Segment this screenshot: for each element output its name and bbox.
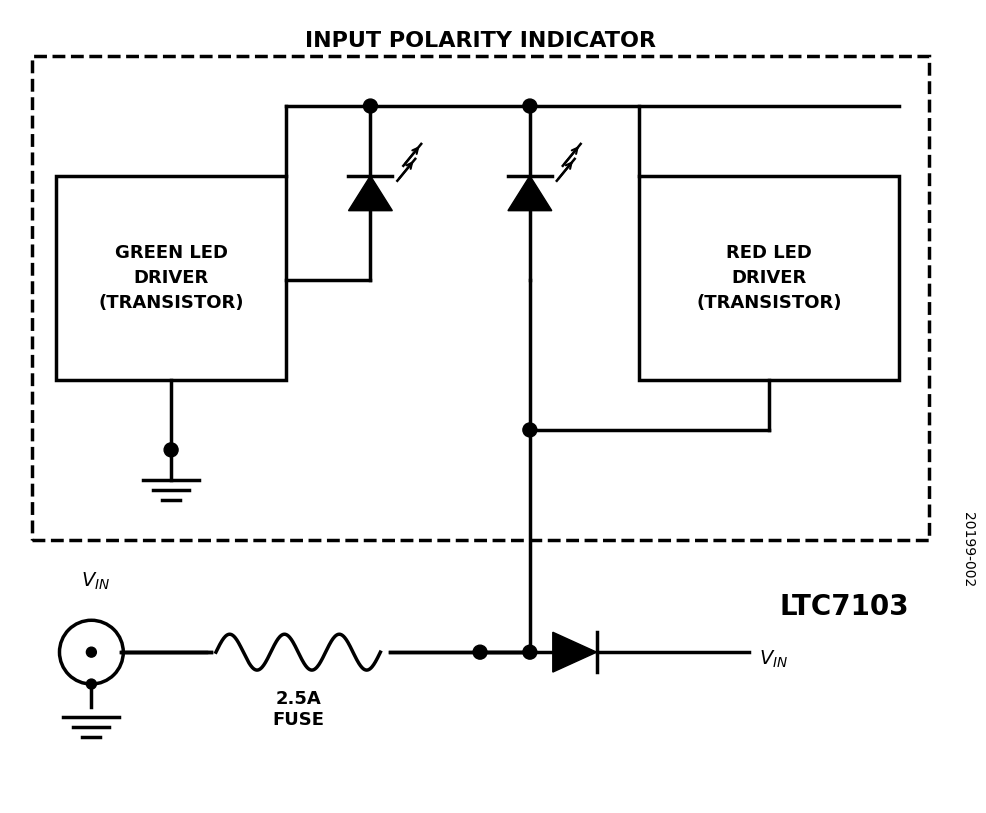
- Circle shape: [364, 99, 378, 113]
- Text: 20199-002: 20199-002: [961, 512, 975, 587]
- Circle shape: [164, 443, 178, 457]
- Text: LTC7103: LTC7103: [779, 593, 909, 621]
- Circle shape: [523, 423, 536, 437]
- Circle shape: [87, 647, 97, 657]
- Polygon shape: [348, 176, 392, 211]
- Text: INPUT POLARITY INDICATOR: INPUT POLARITY INDICATOR: [305, 31, 656, 51]
- Text: 2.5A
FUSE: 2.5A FUSE: [272, 690, 324, 728]
- Circle shape: [87, 679, 97, 689]
- Bar: [56, 176, 286, 380]
- Polygon shape: [508, 176, 552, 211]
- Text: $V_{IN}$: $V_{IN}$: [82, 571, 110, 593]
- Circle shape: [473, 646, 487, 659]
- Circle shape: [523, 99, 536, 113]
- Polygon shape: [553, 633, 597, 672]
- Text: RED LED
DRIVER
(TRANSISTOR): RED LED DRIVER (TRANSISTOR): [696, 244, 842, 312]
- Circle shape: [523, 646, 536, 659]
- Bar: [640, 176, 898, 380]
- Text: $V_{IN}$: $V_{IN}$: [759, 649, 788, 670]
- Text: GREEN LED
DRIVER
(TRANSISTOR): GREEN LED DRIVER (TRANSISTOR): [99, 244, 244, 312]
- Bar: [32, 56, 929, 540]
